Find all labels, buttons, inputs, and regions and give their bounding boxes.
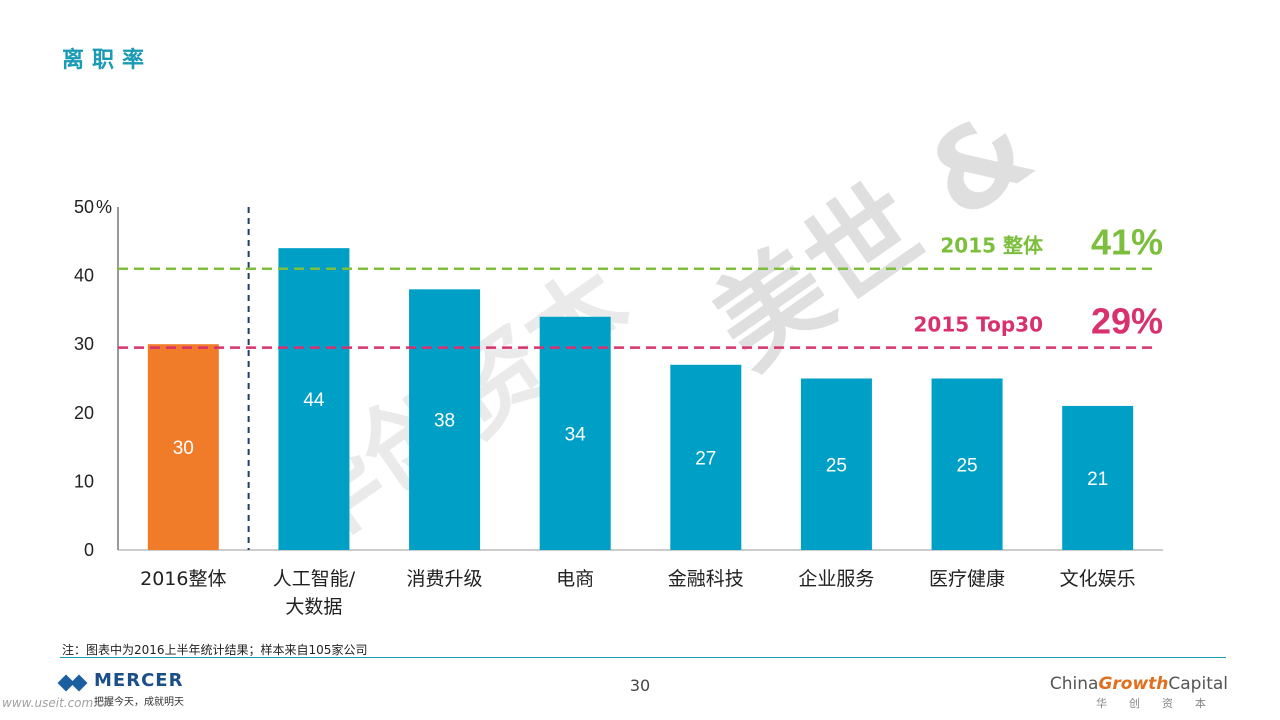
reference-line-label: 2015 整体 (940, 234, 1044, 258)
footer-divider (60, 657, 1226, 658)
y-tick-label: 10 (74, 471, 94, 491)
bar-value-label: 44 (303, 390, 325, 411)
bar-value-label: 30 (173, 438, 194, 459)
bar-value-label: 25 (956, 455, 977, 476)
y-tick-label: 30 (74, 334, 94, 354)
reference-line-label: 2015 Top30 (913, 313, 1043, 337)
bar (278, 248, 350, 550)
bar (1062, 405, 1134, 550)
bar-value-label: 34 (565, 424, 587, 445)
cgc-name-part3: Capital (1168, 674, 1228, 694)
mercer-tagline: 把握今天，成就明天 (94, 697, 184, 708)
mercer-logo-icon (57, 674, 88, 692)
y-tick-label: 0 (84, 540, 94, 560)
cgc-name-part1: China (1049, 674, 1099, 694)
bar (539, 316, 611, 550)
x-tick-label: 文化娱乐 (1060, 568, 1136, 590)
bar-value-label: 21 (1087, 469, 1108, 490)
x-tick-label: 企业服务 (798, 568, 874, 590)
cgc-name-part2: Growth (1098, 674, 1169, 694)
y-tick-label: 40 (74, 266, 94, 286)
x-tick-label: 电商 (556, 568, 594, 590)
y-axis-unit: % (96, 197, 112, 217)
y-tick-label: 50 (74, 197, 94, 217)
bar (800, 378, 872, 550)
x-tick-label: 金融科技 (668, 568, 744, 590)
bar (409, 289, 481, 550)
x-tick-label: 2016整体 (140, 568, 226, 590)
footnote: 注：图表中为2016上半年统计结果；样本来自105家公司 (62, 643, 368, 657)
reference-line-value: 29% (1091, 301, 1163, 342)
bar (670, 364, 742, 550)
page-number: 30 (629, 676, 651, 695)
reference-line-value: 41% (1091, 222, 1163, 263)
y-tick-label: 20 (74, 403, 94, 423)
bar-value-label: 38 (434, 411, 455, 432)
mercer-logo: MERCER 把握今天，成就明天 (57, 670, 184, 708)
x-tick-label: 医疗健康 (929, 568, 1005, 590)
page-title: 离职率 (62, 48, 153, 73)
x-tick-label: 消费升级 (407, 568, 483, 590)
bar (147, 344, 219, 550)
bar-chart: 0 10 20 30 40 50 % 30 2016整体 44 人工智能/大数据 38 消费升级 34 电商… (74, 197, 1163, 618)
china-growth-capital-logo: ChinaGrowthCapital 华创资本 (1050, 674, 1228, 711)
bar-value-label: 27 (695, 448, 716, 469)
site-url-watermark: www.useit.com.cn (2, 696, 112, 710)
bar (931, 378, 1003, 550)
x-tick-label: 大数据 (285, 596, 342, 618)
mercer-logo-name: MERCER (94, 670, 184, 691)
cgc-subtitle: 华创资本 (1096, 697, 1228, 710)
x-tick-label: 人工智能/ (273, 568, 356, 590)
bar-value-label: 25 (826, 455, 847, 476)
